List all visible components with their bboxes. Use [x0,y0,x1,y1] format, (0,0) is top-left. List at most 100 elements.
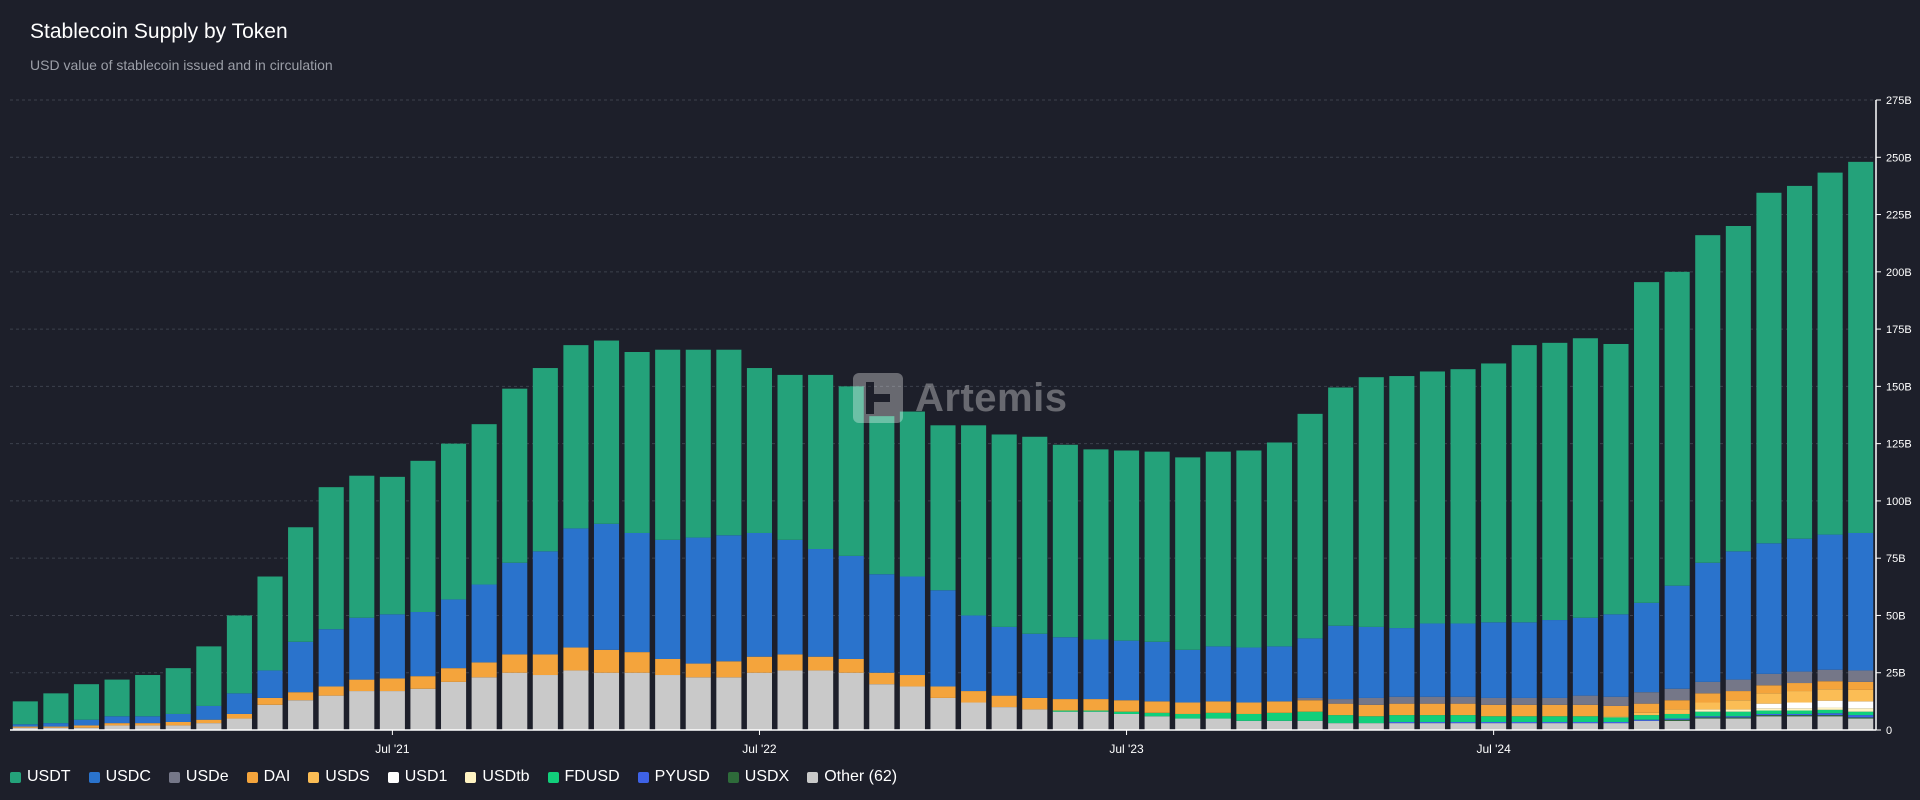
bar-segment-usd1[interactable] [1848,701,1874,709]
bar-segment-fdusd[interactable] [1572,716,1598,722]
bar-segment-dai[interactable] [1725,691,1751,701]
bar-segment-usdc[interactable] [991,626,1017,696]
bar-stack[interactable] [1297,413,1323,730]
bar-segment-other-62[interactable] [441,681,467,730]
bar-segment-usdt[interactable] [1328,387,1354,626]
bar-segment-dai[interactable] [288,692,314,701]
bar-segment-usde[interactable] [1481,697,1507,705]
bar-segment-usdx[interactable] [1817,715,1843,717]
bar-segment-dai[interactable] [624,652,650,673]
bar-segment-usde[interactable] [1358,697,1384,705]
bar-segment-usde[interactable] [1786,671,1813,684]
bar-stack[interactable] [1113,450,1140,730]
bar-stack[interactable] [593,340,620,730]
bar-stack[interactable] [410,460,436,730]
bar-segment-usdc[interactable] [899,576,925,676]
bar-stack[interactable] [226,615,252,730]
bar-segment-other-62[interactable] [869,684,895,730]
bar-segment-dai[interactable] [318,686,344,696]
bar-segment-usdt[interactable] [1389,376,1415,629]
bar-segment-dai[interactable] [869,672,895,685]
bar-segment-usdt[interactable] [165,668,191,714]
bar-segment-dai[interactable] [1236,702,1262,714]
bar-segment-usds[interactable] [1756,693,1782,704]
bar-segment-usdc[interactable] [1297,638,1323,698]
bar-segment-other-62[interactable] [1725,718,1751,730]
bar-segment-dai[interactable] [655,658,681,676]
bar-segment-usdc[interactable] [73,719,100,726]
bar-segment-usdt[interactable] [135,675,161,717]
bar-stack[interactable] [1481,363,1507,730]
bar-stack[interactable] [349,475,375,730]
bar-segment-dai[interactable] [716,661,742,678]
bar-segment-pyusd[interactable] [1511,721,1537,724]
bar-segment-fdusd[interactable] [1205,712,1231,719]
bar-segment-usdt[interactable] [624,352,650,533]
bar-segment-usdt[interactable] [808,374,834,550]
bar-stack[interactable] [655,349,681,730]
bar-segment-other-62[interactable] [593,672,620,730]
bar-segment-dai[interactable] [471,662,497,678]
bar-segment-dai[interactable] [12,726,38,728]
bar-stack[interactable] [379,476,405,730]
bar-segment-usdt[interactable] [1236,450,1262,648]
bar-segment-pyusd[interactable] [1542,721,1568,724]
bar-segment-other-62[interactable] [379,691,405,730]
bar-stack[interactable] [961,425,987,730]
bar-segment-other-62[interactable] [410,688,436,730]
bar-segment-usdc[interactable] [930,590,956,687]
bar-segment-usdc[interactable] [1511,622,1537,698]
bar-segment-usdc[interactable] [12,724,38,727]
bar-segment-usdt[interactable] [1848,161,1874,533]
bar-segment-usdt[interactable] [838,386,864,556]
bar-stack[interactable] [746,368,773,730]
bar-segment-usdt[interactable] [930,425,956,591]
bar-segment-usdc[interactable] [1725,551,1751,680]
bar-segment-usdt[interactable] [441,443,467,600]
bar-segment-usdc[interactable] [1664,585,1690,689]
bar-segment-dai[interactable] [410,676,436,689]
bar-segment-usde[interactable] [1450,696,1476,704]
bar-segment-usdc[interactable] [808,549,834,657]
bar-segment-dai[interactable] [685,663,711,678]
bar-segment-usdc[interactable] [1419,623,1445,697]
bar-segment-usdt[interactable] [1144,451,1170,642]
bar-segment-usde[interactable] [1695,681,1721,694]
bar-segment-dai[interactable] [593,649,620,673]
bar-segment-usdc[interactable] [1266,646,1293,702]
bar-segment-dai[interactable] [1786,683,1813,692]
bar-segment-dai[interactable] [1297,700,1323,712]
bar-segment-usdt[interactable] [777,374,803,540]
bar-segment-usdt[interactable] [1756,192,1782,544]
bar-stack[interactable] [1083,449,1109,730]
bar-segment-usdt[interactable] [349,475,375,618]
bar-segment-fdusd[interactable] [1603,717,1629,722]
bar-segment-fdusd[interactable] [1695,711,1721,717]
bar-segment-other-62[interactable] [1634,720,1660,730]
bar-segment-fdusd[interactable] [1542,716,1568,722]
bar-segment-usdt[interactable] [1358,377,1384,627]
bar-segment-dai[interactable] [991,695,1017,708]
bar-segment-usdt[interactable] [471,424,497,585]
bar-stack[interactable] [1511,345,1537,730]
bar-segment-dai[interactable] [1022,697,1048,710]
bar-segment-usdt[interactable] [1175,457,1201,650]
bar-segment-usdt[interactable] [318,487,344,630]
bar-stack[interactable] [1266,442,1293,730]
bar-segment-usdt[interactable] [1113,450,1140,641]
bar-segment-usdc[interactable] [1205,646,1231,702]
bar-stack[interactable] [869,416,895,730]
bar-segment-usdc[interactable] [43,723,69,727]
bar-segment-other-62[interactable] [899,686,925,730]
bar-segment-usde[interactable] [1328,699,1354,704]
bar-segment-pyusd[interactable] [1695,716,1721,718]
bar-segment-usds[interactable] [1725,700,1751,710]
bar-segment-other-62[interactable] [257,704,283,730]
bar-segment-usdc[interactable] [471,584,497,663]
legend-item[interactable]: PYUSD [637,768,710,786]
bar-stack[interactable] [899,411,925,730]
bar-segment-dai[interactable] [1083,699,1109,711]
bar-segment-dai[interactable] [135,723,161,726]
bar-segment-usdc[interactable] [1175,649,1201,703]
bar-stack[interactable] [777,374,803,730]
